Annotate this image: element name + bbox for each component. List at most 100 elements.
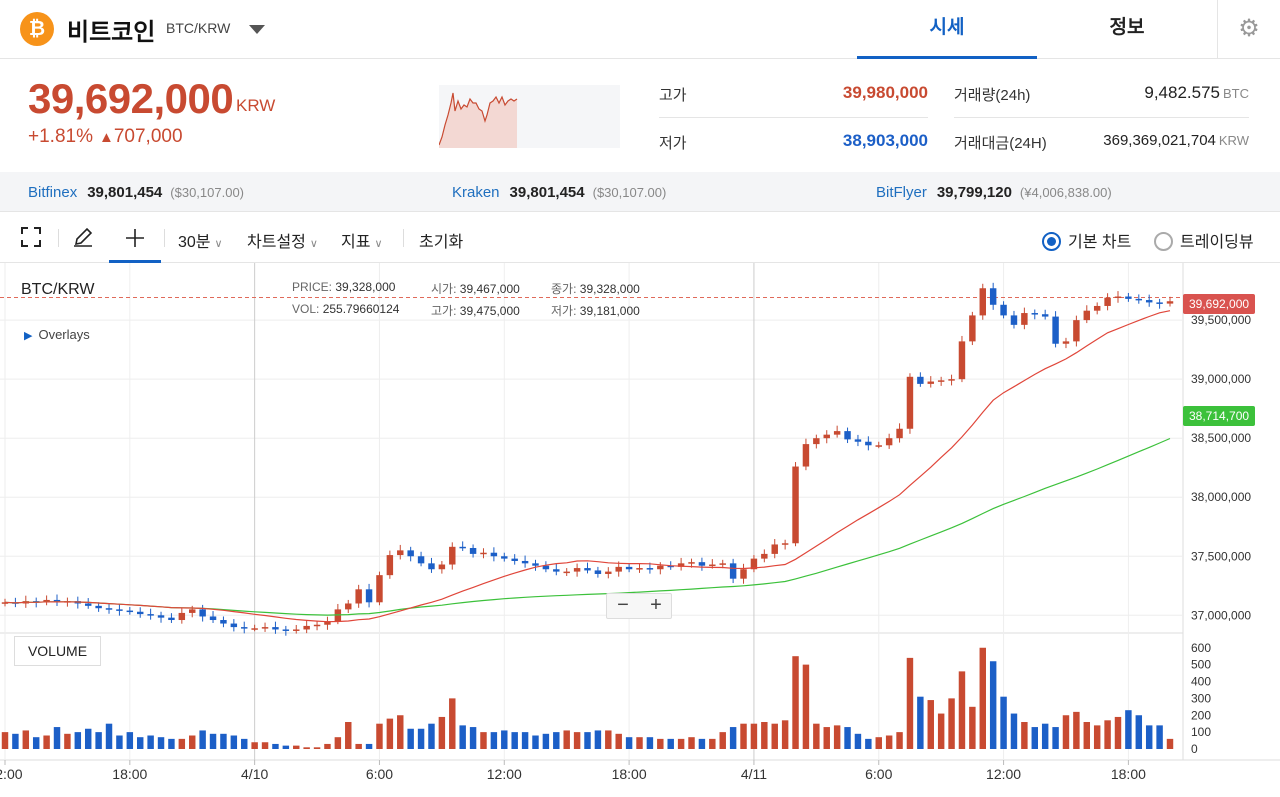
candle-body xyxy=(1156,302,1163,304)
volume-bar xyxy=(750,723,758,749)
exchange-item[interactable]: BitFlyer 39,799,120 (¥4,006,838.00) xyxy=(876,184,1112,201)
volume-bar xyxy=(459,725,466,749)
settings-button[interactable]: ⚙ xyxy=(1217,0,1280,59)
candle-body xyxy=(1104,297,1111,306)
divider xyxy=(58,229,59,247)
exchange-item[interactable]: Bitfinex 39,801,454 ($30,107.00) xyxy=(28,184,244,201)
tab-info[interactable]: 정보 xyxy=(1109,17,1145,38)
pencil-icon[interactable] xyxy=(71,226,95,250)
candle-body xyxy=(220,620,227,624)
volume-bar xyxy=(563,730,570,749)
volume-bar xyxy=(53,727,61,749)
tradingview-radio[interactable]: 트레이딩뷰 xyxy=(1154,228,1254,252)
candle-body xyxy=(1125,296,1132,299)
candle-body xyxy=(917,376,924,384)
x-tick-label: 6:00 xyxy=(366,766,393,782)
volume-tick-label: 0 xyxy=(1191,742,1198,756)
divider xyxy=(954,117,1249,118)
candle-body xyxy=(1073,320,1080,342)
volume-bar xyxy=(1114,716,1122,749)
volume-bar xyxy=(1135,715,1143,749)
amount-24h: 369,369,021,704 KRW xyxy=(1050,132,1249,149)
volume-bar xyxy=(449,698,456,749)
crosshair-icon xyxy=(126,229,144,247)
volume-bar xyxy=(313,747,321,749)
exchange-item[interactable]: Kraken 39,801,454 ($30,107.00) xyxy=(452,184,666,201)
ohlc-key: PRICE: xyxy=(292,280,333,294)
candle-body xyxy=(688,562,695,564)
volume-bar xyxy=(1093,725,1101,749)
candle-body xyxy=(261,627,269,629)
exchange-price-strip: Bitfinex 39,801,454 ($30,107.00) Kraken 39,… xyxy=(0,172,1280,212)
volume-bar xyxy=(64,733,71,749)
ohlc-value: 39,328,000 xyxy=(335,280,396,294)
candle-body xyxy=(1010,315,1018,325)
candlestick-chart[interactable]: 39,500,000 39,000,000 38,500,000 38,000,000… xyxy=(0,263,1280,797)
chevron-down-icon[interactable] xyxy=(249,25,265,34)
y-tick-label: 39,000,000 xyxy=(1191,372,1251,386)
interval-dropdown[interactable]: 30분 ∨ xyxy=(178,228,223,252)
reset-button[interactable]: 초기화 xyxy=(419,234,464,251)
candle-body xyxy=(282,629,290,631)
high-label: 고가 xyxy=(659,87,687,104)
candle-body xyxy=(1083,310,1091,321)
volume-bar xyxy=(969,706,976,749)
x-tick-label: 12:00 xyxy=(487,766,522,782)
candle-body xyxy=(532,563,539,566)
volume-bar xyxy=(365,743,373,749)
ohlc-open: 시가: 39,467,000 xyxy=(431,280,520,297)
indicators-dropdown[interactable]: 지표 ∨ xyxy=(341,228,383,252)
zoom-controls: − + xyxy=(606,593,672,619)
basic-chart-radio[interactable]: 기본 차트 xyxy=(1042,228,1131,252)
ohlc-key: 시가: xyxy=(431,282,457,296)
volume-bar xyxy=(709,738,716,749)
volume-bar xyxy=(334,737,342,749)
volume-bar xyxy=(792,656,799,749)
candle-body xyxy=(345,603,352,610)
candle-body xyxy=(657,565,664,570)
chart-pair-label: BTC/KRW xyxy=(21,281,95,298)
candle-body xyxy=(438,564,446,570)
fullscreen-icon[interactable] xyxy=(19,226,43,250)
zoom-in-button[interactable]: + xyxy=(650,594,662,616)
volume-bar xyxy=(43,735,50,749)
volume-bar xyxy=(771,723,778,749)
exchange-krw-price: 39,801,454 xyxy=(87,184,163,201)
volume-bar xyxy=(729,727,737,749)
candle-body xyxy=(199,609,206,617)
ohlc-value: 39,467,000 xyxy=(459,282,520,296)
ohlc-value: 255.79660124 xyxy=(322,302,400,316)
coin-pair[interactable]: BTC/KRW xyxy=(166,20,231,36)
volume-panel-label: VOLUME xyxy=(14,636,101,666)
volume-bar xyxy=(625,737,633,749)
candle-body xyxy=(553,569,560,572)
candle-body xyxy=(230,623,238,628)
candle-body xyxy=(376,575,383,603)
ohlc-key: VOL: xyxy=(292,302,320,316)
candle-body xyxy=(521,560,529,564)
candle-body xyxy=(989,288,997,305)
candle-body xyxy=(844,431,851,440)
volume-bar xyxy=(875,737,882,749)
chart-settings-dropdown[interactable]: 차트설정 ∨ xyxy=(247,228,318,252)
volume-bar xyxy=(126,732,134,749)
overlays-toggle[interactable]: ▶ Overlays xyxy=(24,327,90,342)
candle-body xyxy=(168,617,175,621)
volume-bar xyxy=(761,722,768,749)
candle-body xyxy=(417,556,425,564)
volume-bar xyxy=(1,732,9,749)
volume-bar xyxy=(1104,720,1111,749)
tab-price[interactable]: 시세 xyxy=(857,0,1037,59)
candle-body xyxy=(854,439,862,442)
header: ₿ 비트코인 BTC/KRW 시세 정보 ⚙ xyxy=(0,0,1280,59)
ohlc-volume: VOL: 255.79660124 xyxy=(292,302,399,316)
volume-bar xyxy=(948,698,955,749)
volume-bar xyxy=(1166,738,1174,749)
mini-price-chart xyxy=(439,85,620,148)
candle-body xyxy=(251,628,258,630)
moving-average-tag: 38,714,700 xyxy=(1183,406,1256,426)
crosshair-tool[interactable] xyxy=(109,213,161,263)
zoom-out-button[interactable]: − xyxy=(617,594,629,616)
volume-24h-label: 거래량(24h) xyxy=(954,87,1031,104)
price-chart-area[interactable]: 39,500,000 39,000,000 38,500,000 38,000,000… xyxy=(0,263,1280,797)
